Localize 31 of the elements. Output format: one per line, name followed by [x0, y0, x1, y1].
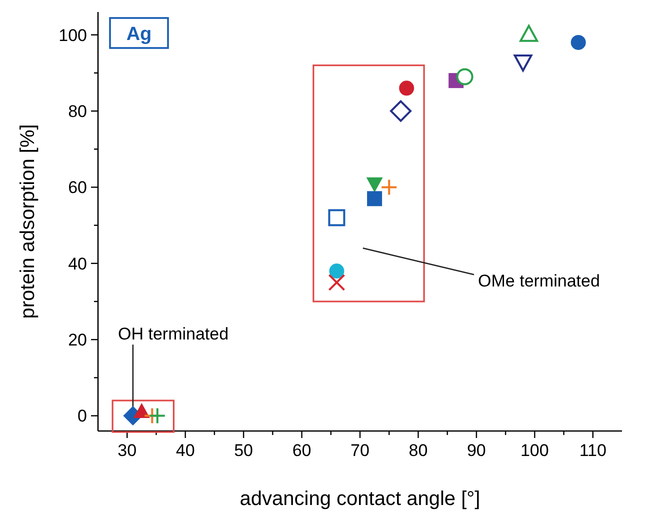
- y-tick-label: 20: [68, 330, 87, 350]
- point: [390, 100, 412, 122]
- x-tick-label: 90: [466, 441, 486, 460]
- text: Ag: [126, 24, 152, 45]
- y-tick-label: 100: [58, 26, 87, 45]
- x-tick-label: 80: [408, 441, 428, 460]
- point: [456, 68, 474, 86]
- y-tick-label: 60: [68, 178, 87, 198]
- x-tick-label: 100: [520, 441, 549, 460]
- y-tick-label: 80: [68, 102, 87, 121]
- point: [328, 274, 346, 291]
- point: [367, 191, 382, 206]
- x-axis-title: advancing contact angle [°]: [240, 488, 480, 510]
- annotation: OMe terminated: [478, 272, 600, 291]
- annotation: OH terminated: [118, 324, 229, 344]
- x-tick-label: 30: [118, 441, 137, 460]
- y-axis-title: protein adsorption [%]: [17, 124, 39, 319]
- y-tick-label: 0: [78, 406, 87, 426]
- x-tick-label: 50: [234, 441, 254, 460]
- x-tick-label: 70: [350, 441, 370, 460]
- x-tick-label: 110: [579, 441, 606, 460]
- x-tick-label: 40: [176, 441, 195, 460]
- x-tick-label: 60: [292, 441, 312, 460]
- point: [328, 209, 346, 226]
- point: [148, 407, 166, 424]
- point: [570, 34, 586, 50]
- point: [399, 80, 414, 96]
- point: [366, 177, 383, 192]
- point: [380, 178, 398, 196]
- y-tick-label: 40: [68, 254, 87, 274]
- point: [329, 264, 344, 279]
